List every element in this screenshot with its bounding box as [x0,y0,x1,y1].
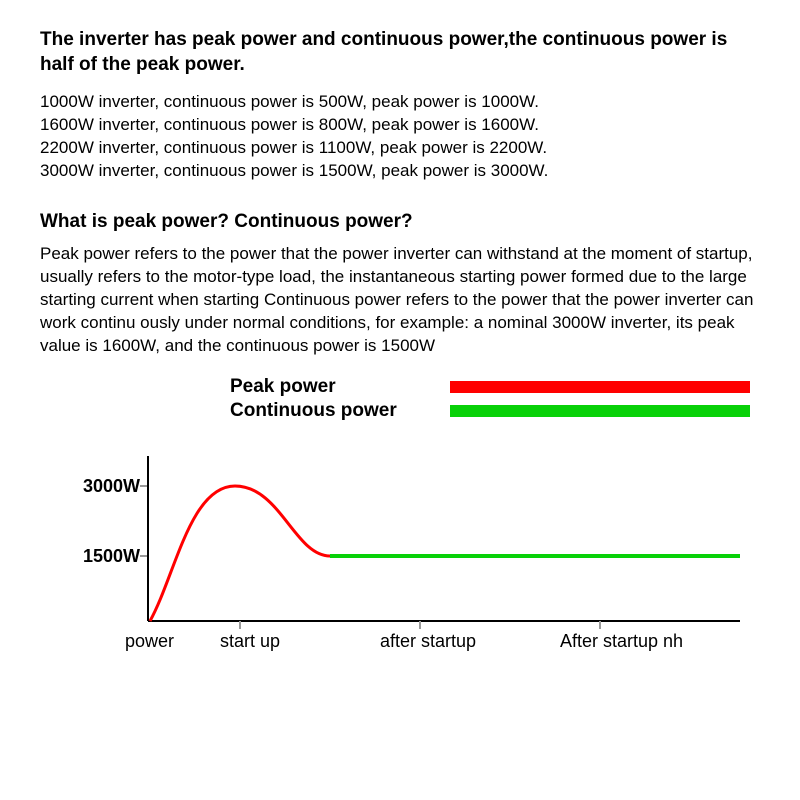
power-chart: Peak power Continuous power 3000W 1500W … [40,376,760,676]
xtick-power: power [125,631,174,652]
legend-label-peak: Peak power [230,376,430,398]
xtick-after-startup-nh: After startup nh [560,631,683,652]
legend-label-cont: Continuous power [230,400,430,422]
chart-svg [40,436,760,646]
legend-swatch-cont [450,405,750,417]
spec-line: 3000W inverter, continuous power is 1500… [40,160,760,183]
xtick-after-startup: after startup [380,631,476,652]
spec-line: 2200W inverter, continuous power is 1100… [40,137,760,160]
body-paragraph: Peak power refers to the power that the … [40,243,760,358]
spec-line: 1000W inverter, continuous power is 500W… [40,91,760,114]
legend-row-peak: Peak power [230,376,750,398]
legend-row-cont: Continuous power [230,400,750,422]
heading-sub: What is peak power? Continuous power? [40,211,760,233]
chart-legend: Peak power Continuous power [230,376,750,422]
peak-curve [150,486,330,621]
heading-main: The inverter has peak power and continuo… [40,28,760,77]
legend-swatch-peak [450,381,750,393]
xtick-startup: start up [220,631,280,652]
spec-list: 1000W inverter, continuous power is 500W… [40,91,760,183]
spec-line: 1600W inverter, continuous power is 800W… [40,114,760,137]
